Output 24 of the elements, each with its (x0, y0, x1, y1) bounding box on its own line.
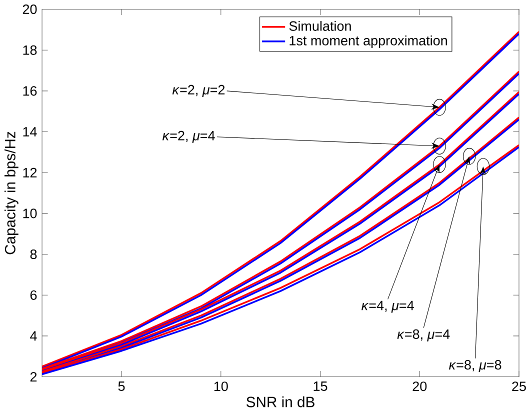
x-tick-label: 10 (214, 382, 228, 392)
y-tick-label: 16 (23, 86, 37, 96)
y-tick-label: 20 (22, 4, 37, 14)
x-tick-label: 5 (118, 382, 125, 392)
annotation: κ=8, μ=4 (397, 330, 450, 342)
legend-label: Simulation (289, 21, 351, 31)
y-tick-label: 2 (30, 372, 37, 382)
x-tick-label: 20 (412, 382, 427, 392)
legend-label: 1st moment approximation (290, 36, 447, 48)
x-axis-title: SNR in dB (246, 396, 314, 408)
annotation: κ=2, μ=4 (162, 130, 215, 143)
y-tick-label: 4 (30, 331, 37, 341)
annotation: κ=4, μ=4 (362, 300, 414, 313)
y-axis-title: Capacity in bps/Hz (4, 132, 18, 254)
y-tick-label: 6 (30, 290, 37, 300)
x-tick-label: 25 (512, 382, 526, 392)
x-tick-label: 15 (314, 382, 328, 392)
y-tick-label: 10 (23, 208, 37, 218)
y-tick-label: 18 (23, 45, 37, 55)
y-tick-label: 12 (23, 168, 37, 178)
annotation: κ=2, μ=2 (172, 85, 225, 98)
y-tick-label: 8 (30, 250, 37, 260)
annotation: κ=8, μ=8 (448, 360, 502, 372)
y-tick-label: 14 (23, 127, 37, 137)
